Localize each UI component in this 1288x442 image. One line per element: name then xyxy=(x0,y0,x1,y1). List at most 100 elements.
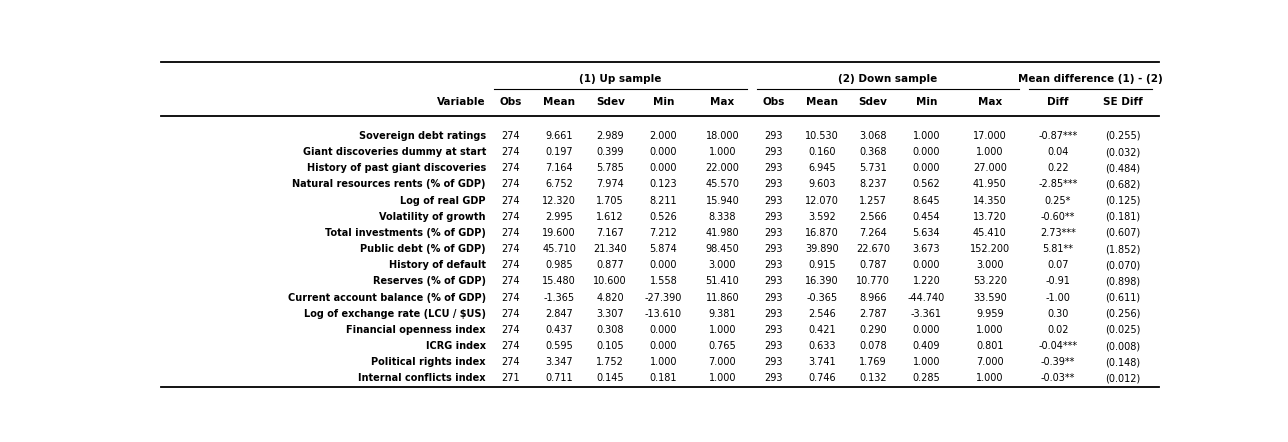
Text: 0.000: 0.000 xyxy=(913,325,940,335)
Text: 22.670: 22.670 xyxy=(857,244,890,254)
Text: 45.410: 45.410 xyxy=(972,228,1007,238)
Text: 0.123: 0.123 xyxy=(649,179,677,190)
Text: 274: 274 xyxy=(501,293,520,303)
Text: 0.132: 0.132 xyxy=(859,373,887,384)
Text: Sdev: Sdev xyxy=(859,97,887,107)
Text: 3.307: 3.307 xyxy=(596,309,625,319)
Text: 7.167: 7.167 xyxy=(596,228,625,238)
Text: 1.000: 1.000 xyxy=(708,373,737,384)
Text: 39.890: 39.890 xyxy=(805,244,838,254)
Text: Mean: Mean xyxy=(544,97,576,107)
Text: Giant discoveries dummy at start: Giant discoveries dummy at start xyxy=(303,147,486,157)
Text: 16.390: 16.390 xyxy=(805,277,838,286)
Text: 12.070: 12.070 xyxy=(805,196,838,206)
Text: 2.787: 2.787 xyxy=(859,309,887,319)
Text: 10.770: 10.770 xyxy=(857,277,890,286)
Text: (0.607): (0.607) xyxy=(1105,228,1141,238)
Text: 13.720: 13.720 xyxy=(972,212,1007,222)
Text: 274: 274 xyxy=(501,260,520,271)
Text: Log of exchange rate (LCU / $US): Log of exchange rate (LCU / $US) xyxy=(304,309,486,319)
Text: 51.410: 51.410 xyxy=(706,277,739,286)
Text: 271: 271 xyxy=(501,373,520,384)
Text: 0.000: 0.000 xyxy=(649,147,677,157)
Text: 6.752: 6.752 xyxy=(545,179,573,190)
Text: 0.801: 0.801 xyxy=(976,341,1003,351)
Text: 0.308: 0.308 xyxy=(596,325,623,335)
Text: 0.633: 0.633 xyxy=(809,341,836,351)
Text: 18.000: 18.000 xyxy=(706,131,739,141)
Text: 21.340: 21.340 xyxy=(594,244,627,254)
Text: 0.000: 0.000 xyxy=(649,260,677,271)
Text: 33.590: 33.590 xyxy=(972,293,1007,303)
Text: 274: 274 xyxy=(501,212,520,222)
Text: -0.04***: -0.04*** xyxy=(1038,341,1078,351)
Text: 1.220: 1.220 xyxy=(912,277,940,286)
Text: 2.73***: 2.73*** xyxy=(1039,228,1075,238)
Text: 14.350: 14.350 xyxy=(972,196,1007,206)
Text: Min: Min xyxy=(653,97,674,107)
Text: 0.25*: 0.25* xyxy=(1045,196,1072,206)
Text: 1.558: 1.558 xyxy=(649,277,677,286)
Text: (1) Up sample: (1) Up sample xyxy=(580,74,662,84)
Text: Public debt (% of GDP): Public debt (% of GDP) xyxy=(361,244,486,254)
Text: -0.39**: -0.39** xyxy=(1041,357,1075,367)
Text: (0.012): (0.012) xyxy=(1105,373,1141,384)
Text: 7.000: 7.000 xyxy=(708,357,737,367)
Text: 0.000: 0.000 xyxy=(649,341,677,351)
Text: 0.454: 0.454 xyxy=(913,212,940,222)
Text: 1.705: 1.705 xyxy=(596,196,625,206)
Text: 0.145: 0.145 xyxy=(596,373,625,384)
Text: 9.603: 9.603 xyxy=(809,179,836,190)
Text: (0.148): (0.148) xyxy=(1105,357,1141,367)
Text: 7.164: 7.164 xyxy=(545,164,573,173)
Text: 5.785: 5.785 xyxy=(596,164,625,173)
Text: 293: 293 xyxy=(764,131,783,141)
Text: -44.740: -44.740 xyxy=(908,293,945,303)
Text: Natural resources rents (% of GDP): Natural resources rents (% of GDP) xyxy=(292,179,486,190)
Text: 1.000: 1.000 xyxy=(708,147,737,157)
Text: 41.950: 41.950 xyxy=(972,179,1007,190)
Text: -0.91: -0.91 xyxy=(1046,277,1070,286)
Text: 1.000: 1.000 xyxy=(976,373,1003,384)
Text: 293: 293 xyxy=(764,309,783,319)
Text: (0.898): (0.898) xyxy=(1105,277,1141,286)
Text: -0.87***: -0.87*** xyxy=(1038,131,1078,141)
Text: 293: 293 xyxy=(764,147,783,157)
Text: Mean: Mean xyxy=(806,97,838,107)
Text: 293: 293 xyxy=(764,357,783,367)
Text: 0.915: 0.915 xyxy=(809,260,836,271)
Text: 1.000: 1.000 xyxy=(976,325,1003,335)
Text: 0.562: 0.562 xyxy=(912,179,940,190)
Text: Volatility of growth: Volatility of growth xyxy=(380,212,486,222)
Text: History of past giant discoveries: History of past giant discoveries xyxy=(307,164,486,173)
Text: 1.752: 1.752 xyxy=(596,357,625,367)
Text: 0.000: 0.000 xyxy=(649,325,677,335)
Text: 9.959: 9.959 xyxy=(976,309,1003,319)
Text: 0.30: 0.30 xyxy=(1047,309,1069,319)
Text: 5.634: 5.634 xyxy=(913,228,940,238)
Text: 3.673: 3.673 xyxy=(913,244,940,254)
Text: 41.980: 41.980 xyxy=(706,228,739,238)
Text: Sdev: Sdev xyxy=(596,97,625,107)
Text: 5.874: 5.874 xyxy=(649,244,677,254)
Text: 0.160: 0.160 xyxy=(809,147,836,157)
Text: 1.000: 1.000 xyxy=(913,131,940,141)
Text: Current account balance (% of GDP): Current account balance (% of GDP) xyxy=(287,293,486,303)
Text: 274: 274 xyxy=(501,147,520,157)
Text: Obs: Obs xyxy=(762,97,784,107)
Text: 2.000: 2.000 xyxy=(649,131,677,141)
Text: 0.787: 0.787 xyxy=(859,260,887,271)
Text: 53.220: 53.220 xyxy=(972,277,1007,286)
Text: 293: 293 xyxy=(764,212,783,222)
Text: 8.966: 8.966 xyxy=(859,293,887,303)
Text: (0.125): (0.125) xyxy=(1105,196,1141,206)
Text: 98.450: 98.450 xyxy=(706,244,739,254)
Text: 15.480: 15.480 xyxy=(542,277,576,286)
Text: 3.741: 3.741 xyxy=(809,357,836,367)
Text: 3.068: 3.068 xyxy=(859,131,887,141)
Text: Variable: Variable xyxy=(438,97,486,107)
Text: 0.877: 0.877 xyxy=(596,260,625,271)
Text: History of default: History of default xyxy=(389,260,486,271)
Text: 293: 293 xyxy=(764,293,783,303)
Text: 3.000: 3.000 xyxy=(976,260,1003,271)
